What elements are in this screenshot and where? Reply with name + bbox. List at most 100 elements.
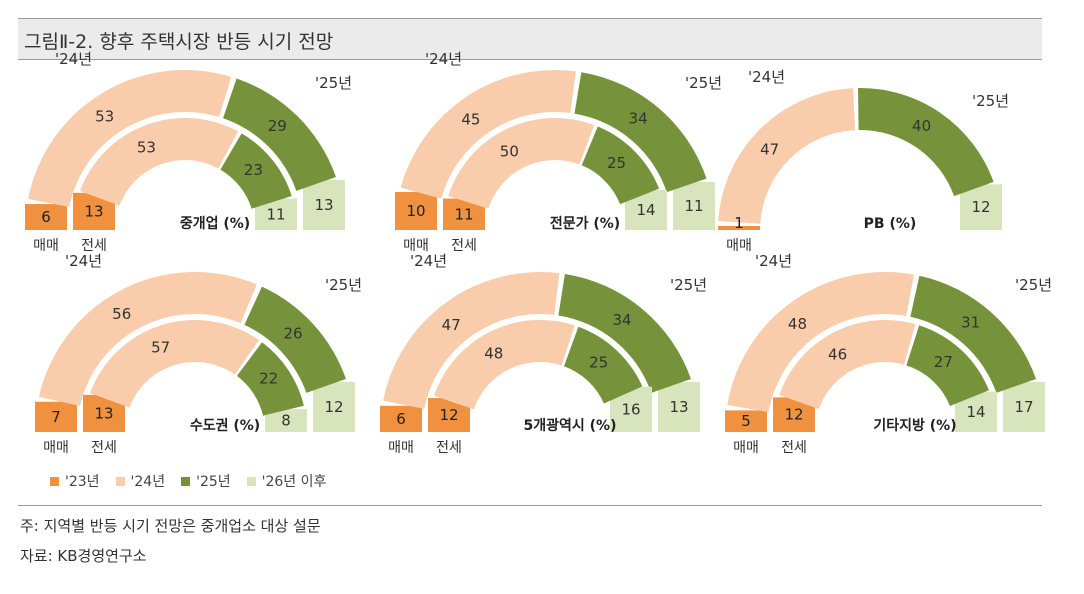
data-label-2025: 26 [283, 324, 302, 342]
legend-label: '25년 [196, 474, 231, 490]
year-label-2024: '24년 [55, 50, 92, 68]
data-label-2023: 7 [51, 408, 61, 426]
data-label-2024: 57 [151, 339, 170, 357]
data-label-2026-later: 11 [266, 205, 285, 223]
series-label: 매매 [403, 238, 429, 254]
legend-item: '25년 [181, 471, 231, 491]
data-label-2026-later: 13 [669, 398, 688, 416]
year-label-2024: '24년 [748, 68, 785, 86]
data-label-2026-later: 12 [971, 198, 990, 216]
data-label-2023: 1 [734, 214, 744, 232]
arc-segment-2025 [910, 275, 1036, 393]
chart-title: 중개업 (%) [180, 216, 250, 232]
data-label-2023: 6 [41, 208, 51, 226]
year-label-2025: '25년 [315, 74, 352, 92]
data-label-2026-later: 16 [621, 400, 640, 418]
year-label-2025: '25년 [670, 276, 707, 294]
bar-segment-2026-later [265, 409, 307, 432]
legend-swatch [50, 476, 59, 486]
series-label: 매매 [388, 440, 414, 456]
chart-title: 수도권 (%) [190, 418, 260, 434]
legend-swatch [115, 476, 125, 486]
series-label: 전세 [436, 440, 462, 456]
data-label-2026-later: 17 [1014, 398, 1033, 416]
data-label-2023: 12 [439, 406, 458, 424]
arc-segment-2025 [558, 273, 691, 393]
data-label-2026-later: 13 [314, 196, 333, 214]
year-label-2025: '25년 [972, 92, 1009, 110]
arc-segment-2024 [79, 118, 239, 206]
data-label-2024: 47 [442, 316, 461, 334]
bar-segment-2023 [380, 405, 422, 432]
data-label-2025: 29 [268, 117, 287, 135]
bar-segment-2026-later [303, 180, 345, 230]
bar-segment-2023 [395, 192, 437, 230]
data-label-2023: 13 [84, 202, 103, 220]
data-label-2023: 13 [94, 404, 113, 422]
data-label-2023: 12 [784, 406, 803, 424]
data-label-2023: 10 [406, 202, 425, 220]
series-label: 전세 [81, 238, 107, 254]
data-label-2024: 48 [484, 345, 503, 363]
arc-segment-2025 [220, 133, 292, 209]
figure-title-bar: 그림Ⅱ-2. 향후 주택시장 반등 시기 전망 [18, 18, 1042, 60]
legend-swatch [181, 476, 191, 486]
legend-item: '24년 [115, 471, 166, 491]
chart-title: 5개광역시 (%) [524, 417, 617, 434]
data-label-2024: 56 [112, 305, 131, 323]
arc-segment-2025 [563, 326, 643, 404]
legend-label: '23년 [65, 474, 100, 490]
bar-segment-2023 [25, 204, 67, 230]
data-label-2026-later: 12 [324, 398, 343, 416]
bar-segment-2023 [35, 401, 77, 432]
bar-segment-2026-later [658, 382, 700, 432]
half-donut-chart [380, 272, 700, 432]
data-label-2025: 22 [259, 370, 278, 388]
footer-divider [18, 505, 1042, 506]
data-label-2025: 25 [607, 154, 626, 172]
data-label-2024: 47 [760, 141, 779, 159]
series-label: 매매 [43, 440, 69, 456]
bar-segment-2026-later [1003, 382, 1045, 432]
legend-swatch [246, 476, 256, 486]
year-label-2024: '24년 [755, 252, 792, 270]
data-label-2024: 53 [95, 108, 114, 126]
data-label-2025: 27 [934, 353, 953, 371]
year-label-2024: '24년 [425, 50, 462, 68]
legend-label: '26년 이후 [261, 474, 327, 490]
series-label: 매매 [733, 440, 759, 456]
arc-segment-2024 [38, 271, 257, 407]
arc-segment-2024 [779, 319, 916, 409]
series-label: 전세 [781, 440, 807, 456]
figure-source: 자료: KB경영연구소 [20, 547, 147, 565]
half-donut-chart [25, 70, 345, 230]
data-label-2026-later: 14 [966, 403, 985, 421]
series-label: 전세 [91, 440, 117, 456]
arc-segment-2025 [223, 78, 336, 191]
chart-title: 전문가 (%) [550, 215, 620, 232]
legend-label: '24년 [130, 474, 166, 490]
chart-legend: '23년 '24년 '25년 '26년 이후 [50, 470, 342, 492]
arc-segment-2024 [28, 70, 232, 208]
arc-segment-2025 [858, 88, 994, 197]
bar-segment-2023 [718, 226, 760, 230]
chart-title: PB (%) [864, 216, 917, 232]
arc-segment-2024 [89, 319, 259, 408]
data-label-2023: 6 [396, 410, 406, 428]
arc-segment-2024 [434, 320, 575, 410]
data-label-2026-later: 11 [684, 197, 703, 215]
bar-segment-2026-later [313, 382, 355, 432]
arc-segment-2025 [244, 286, 346, 393]
data-label-2023: 11 [454, 205, 473, 223]
arc-segment-2024 [448, 118, 595, 209]
bar-segment-2026-later [673, 181, 715, 230]
chart-title: 기타지방 (%) [873, 417, 956, 434]
data-label-2025: 25 [589, 353, 608, 371]
data-label-2024: 53 [137, 139, 156, 157]
bar-segment-2023 [725, 410, 767, 432]
data-label-2024: 46 [828, 345, 847, 363]
series-label: 매매 [33, 238, 59, 254]
data-label-2025: 40 [912, 117, 931, 135]
half-donut-chart [395, 70, 715, 230]
